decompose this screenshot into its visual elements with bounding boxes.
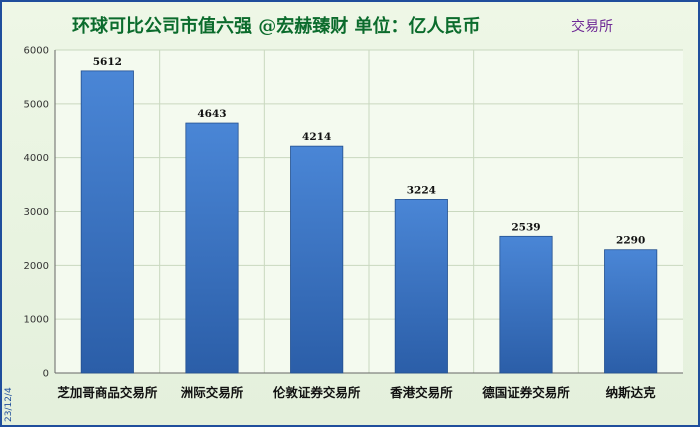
y-tick-label: 6000 (24, 46, 49, 57)
bar (185, 122, 239, 374)
bar (80, 70, 134, 374)
data-label: 2290 (616, 235, 645, 247)
data-label: 3224 (407, 184, 436, 196)
data-label: 5612 (93, 56, 122, 68)
y-tick-label: 5000 (24, 99, 49, 110)
x-tick-label: 香港交易所 (389, 385, 453, 400)
y-tick-label: 2000 (24, 261, 49, 272)
y-tick-label: 0 (43, 369, 49, 380)
x-tick-label: 德国证券交易所 (482, 385, 570, 400)
bar (394, 199, 448, 374)
x-tick-label: 洲际交易所 (181, 385, 244, 400)
y-tick-label: 4000 (24, 153, 49, 164)
data-label: 4643 (197, 108, 226, 120)
legend-label: 交易所 (571, 19, 613, 35)
chart-title: 环球可比公司市值六强 @宏赫臻财 单位：亿人民币 (72, 16, 481, 37)
x-tick-label: 纳斯达克 (606, 385, 657, 400)
y-tick-label: 3000 (24, 207, 49, 218)
data-label: 4214 (302, 131, 331, 143)
bar (604, 249, 658, 374)
y-tick-label: 1000 (24, 315, 49, 326)
x-tick-label: 伦敦证券交易所 (273, 385, 361, 400)
bar (499, 235, 553, 374)
data-label: 2539 (511, 221, 540, 233)
bar (290, 145, 344, 374)
x-tick-label: 芝加哥商品交易所 (57, 385, 158, 400)
